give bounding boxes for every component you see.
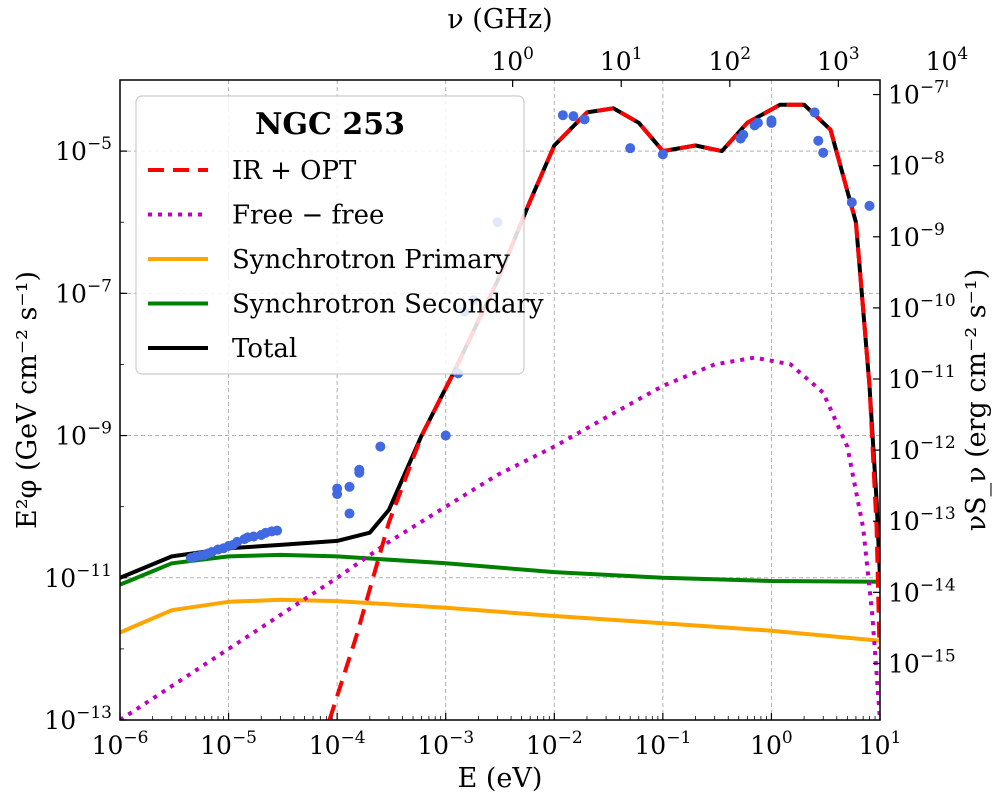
series-layer: [120, 102, 880, 720]
legend-label-free-free: Free − free: [232, 201, 384, 231]
right-tick-label: 10−15: [888, 646, 956, 678]
y-tick-label: 10−13: [44, 703, 112, 735]
x-tick-label: 10−3: [417, 728, 474, 760]
top-tick-label: 102: [708, 44, 751, 76]
data-point: [375, 441, 386, 452]
data-point: [344, 508, 355, 519]
data-point: [766, 115, 777, 126]
legend-items: IR + OPT Free − free Synchrotron Primary Sy…: [148, 156, 544, 364]
data-point: [809, 107, 820, 118]
legend-label-synchrotron-primary: Synchrotron Primary: [232, 245, 510, 275]
x-tick-label: 100: [750, 728, 793, 760]
data-point: [813, 135, 824, 146]
right-tick-label: 10−12: [888, 433, 956, 465]
data-point: [657, 149, 668, 160]
data-point: [344, 481, 355, 492]
y-tick-label: 10−9: [55, 419, 112, 451]
right-tick-label: 10−8: [888, 149, 945, 181]
right-tick-label: 10−7: [888, 78, 945, 110]
top-tick-label: 101: [600, 44, 643, 76]
ticks-layer: 10−6 10−5 10−4 10−3 10−2 10−1 100 101 10−13 10−11…: [44, 44, 969, 760]
x-tick-label: 10−4: [309, 728, 366, 760]
data-point: [272, 525, 283, 536]
right-axis-title: νS_ν (erg cm⁻² s⁻¹): [961, 269, 992, 532]
right-tick-label: 10−13: [888, 504, 956, 536]
data-point: [248, 531, 259, 542]
right-tick-label: 10−14: [888, 575, 956, 607]
y-tick-label: 10−7: [55, 276, 112, 308]
top-tick-label: 104: [926, 44, 969, 76]
data-point: [440, 430, 451, 441]
x-tick-label: 10−5: [200, 728, 257, 760]
data-point: [738, 129, 749, 140]
x-tick-label: 101: [859, 728, 902, 760]
top-tick-label: 100: [491, 44, 534, 76]
data-point: [818, 147, 829, 158]
x-tick-label: 10−6: [92, 728, 149, 760]
series-line-synchrotron-primary: [120, 597, 880, 643]
top-tick-label: 103: [817, 44, 860, 76]
legend-label-total: Total: [232, 334, 297, 364]
y-tick-label: 10−5: [55, 134, 112, 166]
legend-title: NGC 253: [255, 107, 405, 142]
x-tick-label: 10−1: [634, 728, 691, 760]
plot-frame: [119, 79, 881, 721]
legend-label-synchrotron-secondary: Synchrotron Secondary: [232, 290, 544, 320]
data-point: [864, 200, 875, 211]
x-axis-title: E (eV): [458, 763, 543, 794]
legend-label-ir-opt: IR + OPT: [232, 156, 357, 186]
y-axis-title: E²φ (GeV cm⁻² s⁻¹): [12, 271, 43, 529]
legend: NGC 253 IR + OPT Free − free Synchrotron P…: [135, 95, 544, 375]
data-point: [625, 143, 636, 154]
data-point: [557, 110, 568, 121]
data-point: [568, 111, 579, 122]
data-point: [332, 483, 343, 494]
y-tick-label: 10−11: [44, 561, 112, 593]
series-line-free-free: [120, 355, 880, 720]
right-tick-label: 10−11: [888, 362, 956, 394]
right-tick-label: 10−9: [888, 220, 945, 252]
right-tick-label: 10−10: [888, 291, 956, 323]
data-point: [354, 464, 365, 475]
legend-box: [135, 95, 525, 375]
series-line-ir-opt: [327, 102, 880, 720]
top-axis-title: ν (GHz): [447, 4, 552, 35]
data-point: [752, 117, 763, 128]
x-tick-label: 10−2: [526, 728, 583, 760]
data-point: [579, 114, 590, 125]
data-point: [846, 197, 857, 208]
